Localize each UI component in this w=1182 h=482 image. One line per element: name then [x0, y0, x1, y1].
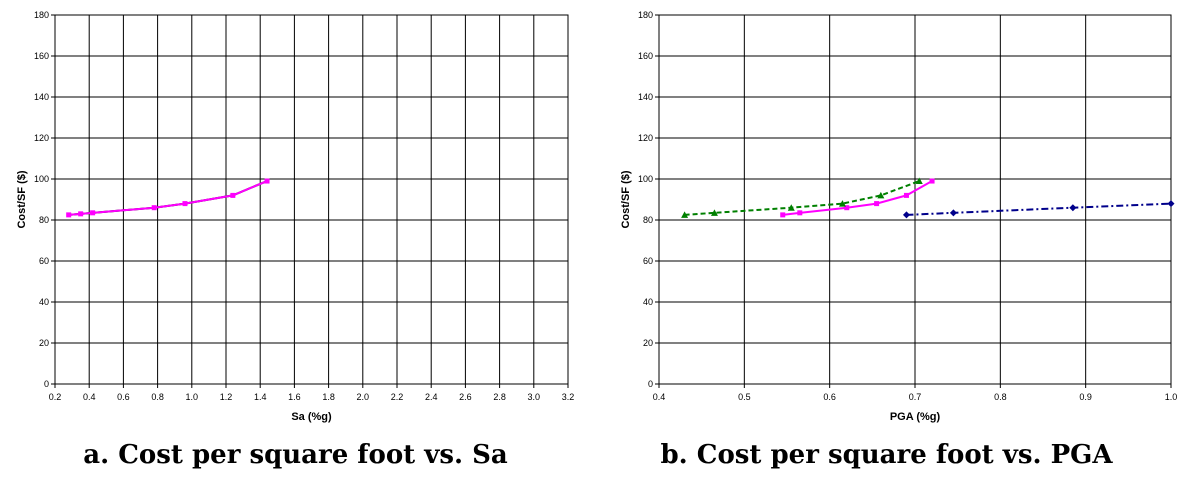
chart-sa: 0.2 0.4 0.6 0.8 1.0 1.2 1.4 1.6 1.8 2.0 2.2 2.4 2.6 2… — [16, 10, 575, 423]
data-point — [1167, 200, 1175, 208]
x-tick-label: 0.8 — [994, 392, 1007, 402]
data-point — [230, 192, 236, 198]
series-0 — [902, 200, 1175, 219]
series-1 — [66, 178, 270, 218]
series-line — [782, 180, 933, 216]
x-tick-label: 2.6 — [459, 392, 472, 402]
data-point — [838, 200, 846, 207]
data-point — [151, 205, 157, 211]
x-tick-label: 2.2 — [391, 392, 404, 402]
y-tick-label: 40 — [643, 297, 653, 307]
data-point — [929, 178, 935, 184]
data-point — [797, 210, 803, 216]
chart-panel-pga: 0.4 0.5 0.6 0.7 0.8 0.9 1.0 0 20 40 60 80 100 120 140 1… — [591, 0, 1182, 482]
data-point — [780, 212, 786, 218]
y-tick-label: 140 — [638, 92, 653, 102]
y-tick-label: 60 — [39, 256, 49, 266]
y-tick-label: 100 — [34, 174, 49, 184]
x-tick-label: 1.8 — [322, 392, 335, 402]
y-tick-label: 0 — [648, 379, 653, 389]
data-point — [915, 177, 923, 185]
y-axis-title: Cost/SF ($) — [620, 170, 632, 228]
data-point — [949, 209, 957, 217]
y-tick-label: 60 — [643, 256, 653, 266]
y-tick-label: 160 — [638, 51, 653, 61]
x-tick-label: 0.6 — [117, 392, 130, 402]
x-tick-label: 1.0 — [186, 392, 199, 402]
y-axis-title: Cost/SF ($) — [16, 170, 28, 228]
data-point — [78, 211, 84, 217]
y-tick-label: 20 — [643, 338, 653, 348]
series-line — [906, 202, 1172, 216]
data-point — [787, 204, 795, 211]
data-point — [902, 211, 910, 219]
y-tick-label: 140 — [34, 92, 49, 102]
x-tick-label: 0.2 — [49, 392, 62, 402]
x-tick-label: 0.6 — [823, 392, 836, 402]
plot-area — [54, 14, 569, 385]
x-tick-label: 2.0 — [357, 392, 370, 402]
chart-caption: b. Cost per square foot vs. PGA — [660, 440, 1113, 470]
x-tick-label: 1.4 — [254, 392, 267, 402]
data-point — [710, 209, 718, 216]
y-tick-label: 180 — [638, 10, 653, 20]
series-1 — [780, 178, 935, 218]
x-tick-label: 0.9 — [1079, 392, 1092, 402]
y-tick-label: 100 — [638, 174, 653, 184]
data-point — [66, 212, 72, 218]
data-point — [844, 205, 850, 211]
x-tick-label: 0.8 — [151, 392, 164, 402]
data-point — [877, 191, 885, 199]
x-tick-label: 0.5 — [738, 392, 751, 402]
x-tick-label: 0.4 — [653, 392, 666, 402]
x-axis-title: Sa (%g) — [291, 411, 332, 423]
chart-panel-sa: 0.2 0.4 0.6 0.8 1.0 1.2 1.4 1.6 1.8 2.0 2.2 2.4 2.6 2… — [16, 10, 575, 470]
x-tick-label: 1.2 — [220, 392, 233, 402]
y-tick-label: 80 — [39, 215, 49, 225]
y-tick-label: 40 — [39, 297, 49, 307]
data-point — [681, 211, 689, 218]
x-tick-label: 1.6 — [288, 392, 301, 402]
x-tick-label: 2.4 — [425, 392, 438, 402]
chart-caption: a. Cost per square foot vs. Sa — [83, 440, 508, 470]
data-point — [90, 210, 96, 216]
y-tick-label: 0 — [44, 379, 49, 389]
x-tick-label: 3.2 — [562, 392, 575, 402]
data-point — [182, 201, 188, 207]
y-tick-label: 180 — [34, 10, 49, 20]
data-point — [1069, 204, 1077, 212]
y-tick-label: 120 — [34, 133, 49, 143]
x-tick-label: 1.0 — [1165, 392, 1178, 402]
x-tick-label: 0.7 — [909, 392, 922, 402]
y-tick-label: 80 — [643, 215, 653, 225]
x-axis-title: PGA (%g) — [890, 411, 941, 423]
x-tick-label: 0.4 — [83, 392, 96, 402]
data-point — [874, 201, 880, 207]
y-tick-label: 160 — [34, 51, 49, 61]
x-tick-label: 3.0 — [528, 392, 541, 402]
data-point — [903, 192, 909, 198]
series-2 — [681, 177, 923, 218]
x-tick-label: 2.8 — [493, 392, 506, 402]
y-tick-label: 120 — [638, 133, 653, 143]
chart-pga: 0.4 0.5 0.6 0.7 0.8 0.9 1.0 0 20 40 60 80 100 120 140 1… — [620, 10, 1178, 423]
data-point — [264, 178, 270, 184]
series-line — [684, 180, 920, 216]
y-tick-label: 20 — [39, 338, 49, 348]
